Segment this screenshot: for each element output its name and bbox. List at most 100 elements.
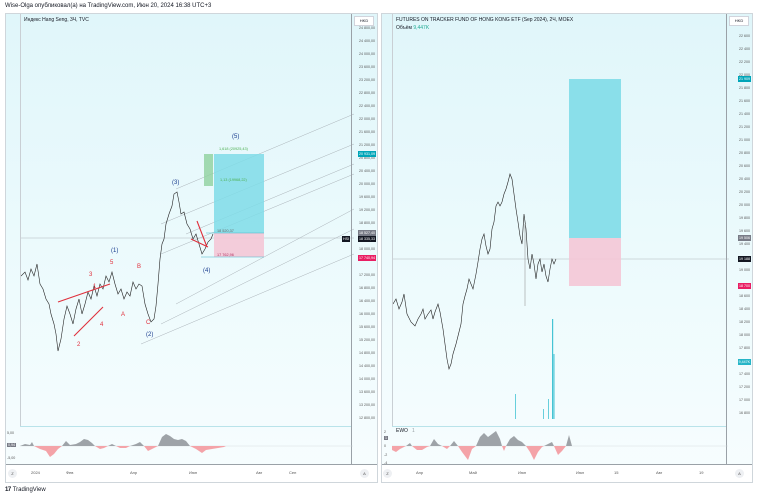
price-tick: 20 000 xyxy=(739,203,750,207)
time-label: Июл xyxy=(576,470,585,475)
time-label: 2024 xyxy=(31,470,40,475)
price-tick: 22 800,00 xyxy=(359,91,375,95)
price-tick: 18 800,00 xyxy=(359,221,375,225)
chart-title[interactable]: FUTURES ON TRACKER FUND OF HONG KONG ETF… xyxy=(396,17,574,23)
price-tick: 17 200 xyxy=(739,385,750,389)
price-tick: 18 000 xyxy=(739,333,750,337)
target-price-badge: 20 931,09 xyxy=(358,151,376,157)
price-tick: 14 000,00 xyxy=(359,377,375,381)
stop-price-badge: 17 740,94 xyxy=(358,255,376,261)
price-tick: 17 000 xyxy=(739,398,750,402)
price-tick: 24 000,00 xyxy=(359,52,375,56)
price-tick: 18 400 xyxy=(739,307,750,311)
price-tick: 24 800,00 xyxy=(359,26,375,30)
currency-button[interactable]: HKD xyxy=(729,16,749,26)
ewo-histogram xyxy=(392,431,728,460)
tracker-fund-price-axis[interactable]: HKD 22 600 22 400 22 200 22 000 21 800 2… xyxy=(726,14,752,464)
price-tick: 22 400,00 xyxy=(359,104,375,108)
current-price-badge: 19 188 xyxy=(738,256,751,262)
time-label: Сен xyxy=(289,470,297,475)
fib-1618-label: 1,618 (20925,43) xyxy=(219,147,249,151)
price-tick: 19 400 xyxy=(739,242,750,246)
stop-zone xyxy=(214,233,264,257)
subwave-label-1: 1 xyxy=(93,284,97,290)
fib-113-label: 1,13 (19968,22) xyxy=(220,178,248,182)
subwave-label-3: 3 xyxy=(89,272,93,278)
currency-button[interactable]: HKD xyxy=(354,16,374,26)
hang-seng-price-chart[interactable]: (1) (2) (3) (4) (5) 1 2 3 4 5 A B C 1,61… xyxy=(20,14,354,426)
fib-extension-box xyxy=(204,154,213,186)
price-tick: 20 800 xyxy=(739,151,750,155)
time-label: Июн xyxy=(518,470,527,475)
osc-tick: -5,00 xyxy=(7,456,16,460)
hang-seng-price-axis[interactable]: HKD 24 800,00 24 400,00 24 000,00 23 600… xyxy=(351,14,377,464)
hang-seng-chart-pane[interactable]: (1) (2) (3) (4) (5) 1 2 3 4 5 A B C 1,61… xyxy=(5,13,378,483)
subwave-label-5: 5 xyxy=(110,260,114,266)
time-label: Авг xyxy=(656,470,663,475)
tracker-fund-price-chart[interactable] xyxy=(392,14,729,426)
price-tick: 19 000 xyxy=(739,268,750,272)
wave-label-a: A xyxy=(121,312,125,318)
price-tick: 18 000,00 xyxy=(359,247,375,251)
wave-label-4: (4) xyxy=(203,268,210,274)
price-tick: 21 600 xyxy=(739,99,750,103)
price-tick: 20 600 xyxy=(739,164,750,168)
time-label: 15 xyxy=(614,470,619,475)
price-tick: 20 400 xyxy=(739,177,750,181)
price-tick: 19 600 xyxy=(739,229,750,233)
tradingview-brand: TradingView xyxy=(12,487,46,493)
tracker-fund-time-axis[interactable]: Z Апр Май Июн Июл 15 Авг 19 A xyxy=(382,464,752,482)
price-tick: 17 800 xyxy=(739,346,750,350)
price-tick: 21 200 xyxy=(739,125,750,129)
ewo-legend[interactable]: EWO 1 xyxy=(396,428,415,434)
price-tick: 20 400,00 xyxy=(359,169,375,173)
ewo-oscillator-pane[interactable]: EWO 1 2 1 0 -2 -4 xyxy=(384,426,728,465)
tracker-fund-chart-pane[interactable]: FUTURES ON TRACKER FUND OF HONG KONG ETF… xyxy=(381,13,753,483)
oscillator-pane[interactable]: 5,00 0,94 -5,00 xyxy=(7,426,353,464)
osc-tick: -2 xyxy=(384,453,388,457)
wave-label-3: (3) xyxy=(172,180,179,186)
osc-tick: -4 xyxy=(384,461,388,465)
price-tick: 23 200,00 xyxy=(359,78,375,82)
time-label: 19 xyxy=(699,470,704,475)
price-tick: 20 800,00 xyxy=(359,156,375,160)
price-tick: 20 200 xyxy=(739,190,750,194)
price-tick: 15 200,00 xyxy=(359,338,375,342)
price-tick: 19 800 xyxy=(739,216,750,220)
tradingview-logo-icon: 17 xyxy=(5,487,11,493)
entry-price-badge: 18 527,40 xyxy=(358,230,376,236)
price-tick: 17 200,00 xyxy=(359,273,375,277)
target-zone xyxy=(214,154,264,233)
auto-scale-z-button[interactable]: Z xyxy=(383,469,392,478)
wave-label-b: B xyxy=(137,264,141,270)
current-price-badge: 18 335,33 xyxy=(358,236,376,242)
price-tick: 22 400 xyxy=(739,47,750,51)
chart-title[interactable]: Индекс Hang Seng, 3Ч, TVC xyxy=(24,17,89,23)
oscillator-histogram xyxy=(20,434,353,457)
price-tick: 18 600 xyxy=(739,294,750,298)
stop-zone xyxy=(569,238,621,286)
wave-label-c: C xyxy=(146,320,151,326)
price-tick: 20 000,00 xyxy=(359,182,375,186)
price-tick: 16 000,00 xyxy=(359,312,375,316)
osc-tick: 0 xyxy=(384,444,386,448)
osc-tick: 5,00 xyxy=(7,431,14,435)
price-tick: 22 000,00 xyxy=(359,117,375,121)
osc-value-badge: 0,94 xyxy=(7,443,16,447)
entry-level-label: 18 520,37 xyxy=(217,229,234,233)
time-label: Май xyxy=(469,470,477,475)
price-tick: 22 200 xyxy=(739,60,750,64)
price-tick: 21 200,00 xyxy=(359,143,375,147)
price-tick: 22 000 xyxy=(739,73,750,77)
price-tick: 16 400,00 xyxy=(359,299,375,303)
auto-scale-a-button[interactable]: A xyxy=(735,469,744,478)
price-tick: 18 200 xyxy=(739,320,750,324)
volume-badge: 9,447K xyxy=(737,359,751,365)
price-tick: 13 200,00 xyxy=(359,403,375,407)
symbol-badge: HSI xyxy=(342,236,350,242)
auto-scale-z-button[interactable]: Z xyxy=(8,469,17,478)
price-tick: 21 600,00 xyxy=(359,130,375,134)
hang-seng-time-axis[interactable]: Z 2024 Фев Апр Июн Авг Сен A xyxy=(6,464,377,482)
auto-scale-a-button[interactable]: A xyxy=(360,469,369,478)
entry-price-badge: 19 506 xyxy=(738,235,751,241)
